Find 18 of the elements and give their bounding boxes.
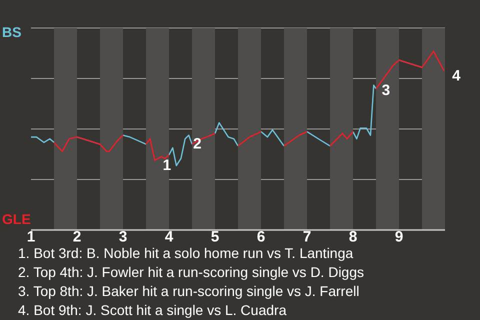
annotation: 3 <box>382 82 390 99</box>
text: 4. Bot 9th: J. Scott hit a single vs L. Cuadra <box>18 301 288 320</box>
annotation: 1 <box>162 156 172 174</box>
x-tick-label: 2 <box>72 228 82 246</box>
x-tick-label: 5 <box>210 228 220 246</box>
x-tick-label: 6 <box>256 228 266 246</box>
x-tick-label: 1 <box>26 228 36 246</box>
x-tick-label: 3 <box>118 228 128 246</box>
text: 3. Top 8th: J. Baker hit a run-scoring single vs J. Farrell <box>18 282 360 301</box>
x-tick-label: 4 <box>164 228 174 246</box>
x-tick-label: 8 <box>348 228 358 246</box>
text: 1. Bot 3rd: B. Noble hit a solo home run vs T. Lantinga <box>18 244 354 263</box>
text: GLE <box>2 211 31 227</box>
text: 2. Top 4th: J. Fowler hit a run-scoring single vs D. Diggs <box>18 263 364 282</box>
x-tick-label: 7 <box>302 228 312 246</box>
x-tick-label: 9 <box>394 228 404 246</box>
text: BS <box>2 24 22 40</box>
annotation: 4 <box>452 68 462 85</box>
